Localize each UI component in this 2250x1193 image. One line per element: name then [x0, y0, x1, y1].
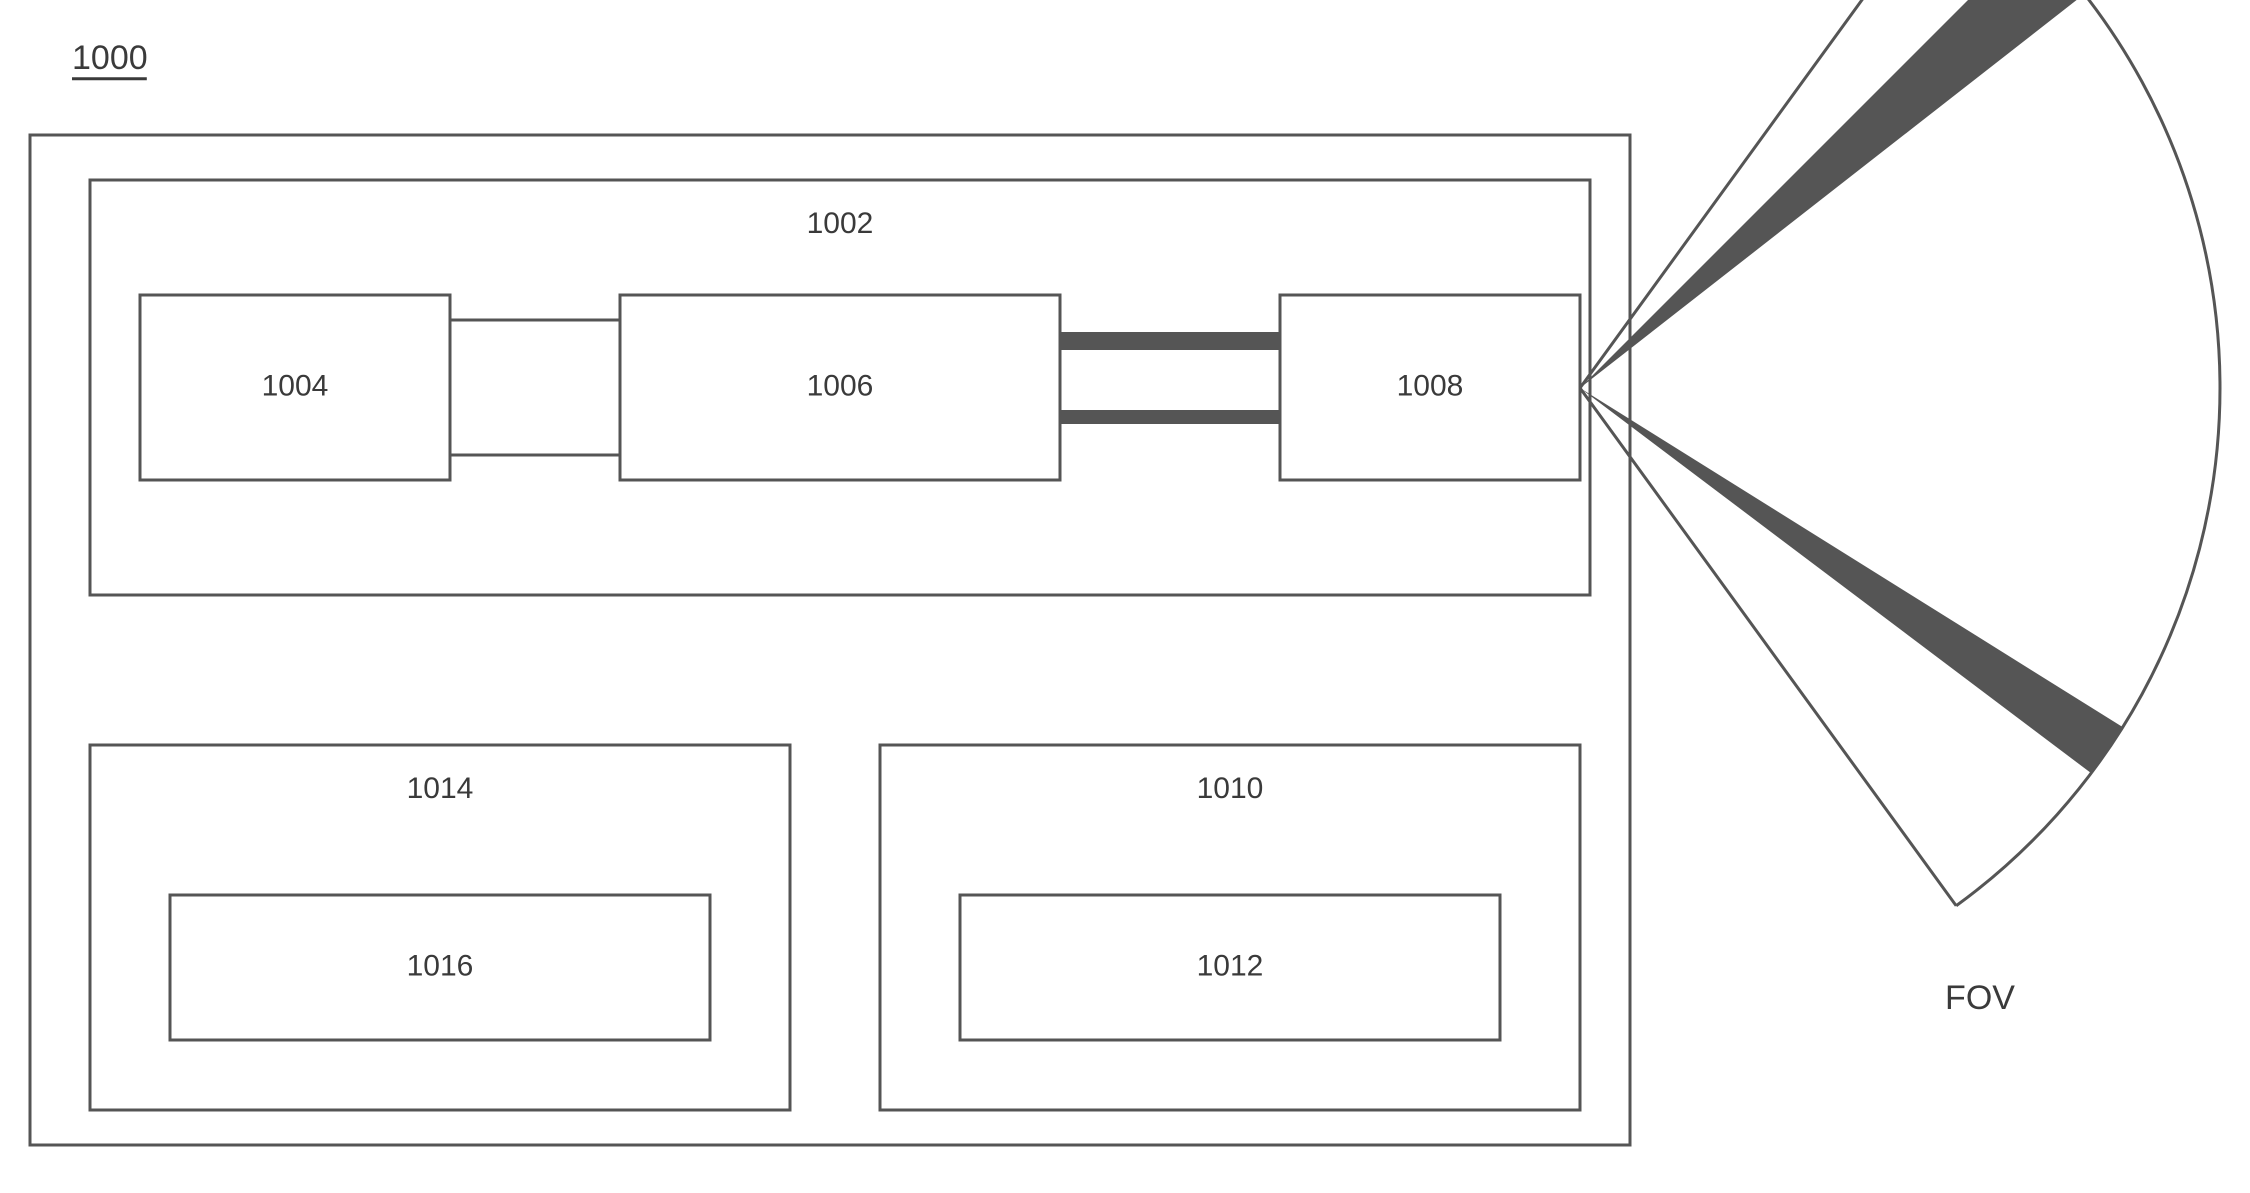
block-label: 1012 [1197, 949, 1264, 982]
label-1014: 1014 [407, 772, 474, 805]
label-1010: 1010 [1197, 772, 1264, 805]
outer-box [30, 135, 1630, 1145]
fov-wedge-0 [1580, 0, 2084, 388]
fov-wedge-1 [1580, 388, 2123, 773]
block-label: 1016 [407, 949, 474, 982]
label-1002: 1002 [807, 207, 874, 240]
connector-1004-1006 [450, 320, 620, 455]
fov-edge-bottom [1580, 388, 1956, 906]
block-label: 1008 [1397, 369, 1464, 402]
fov-edge-top [1580, 0, 1956, 388]
block-label: 1004 [262, 369, 329, 402]
figure-ref: 1000 [72, 39, 148, 77]
block-label: 1006 [807, 369, 874, 402]
bar-top [1060, 332, 1280, 350]
fov-label: FOV [1945, 979, 2015, 1017]
bar-bottom [1060, 410, 1280, 424]
